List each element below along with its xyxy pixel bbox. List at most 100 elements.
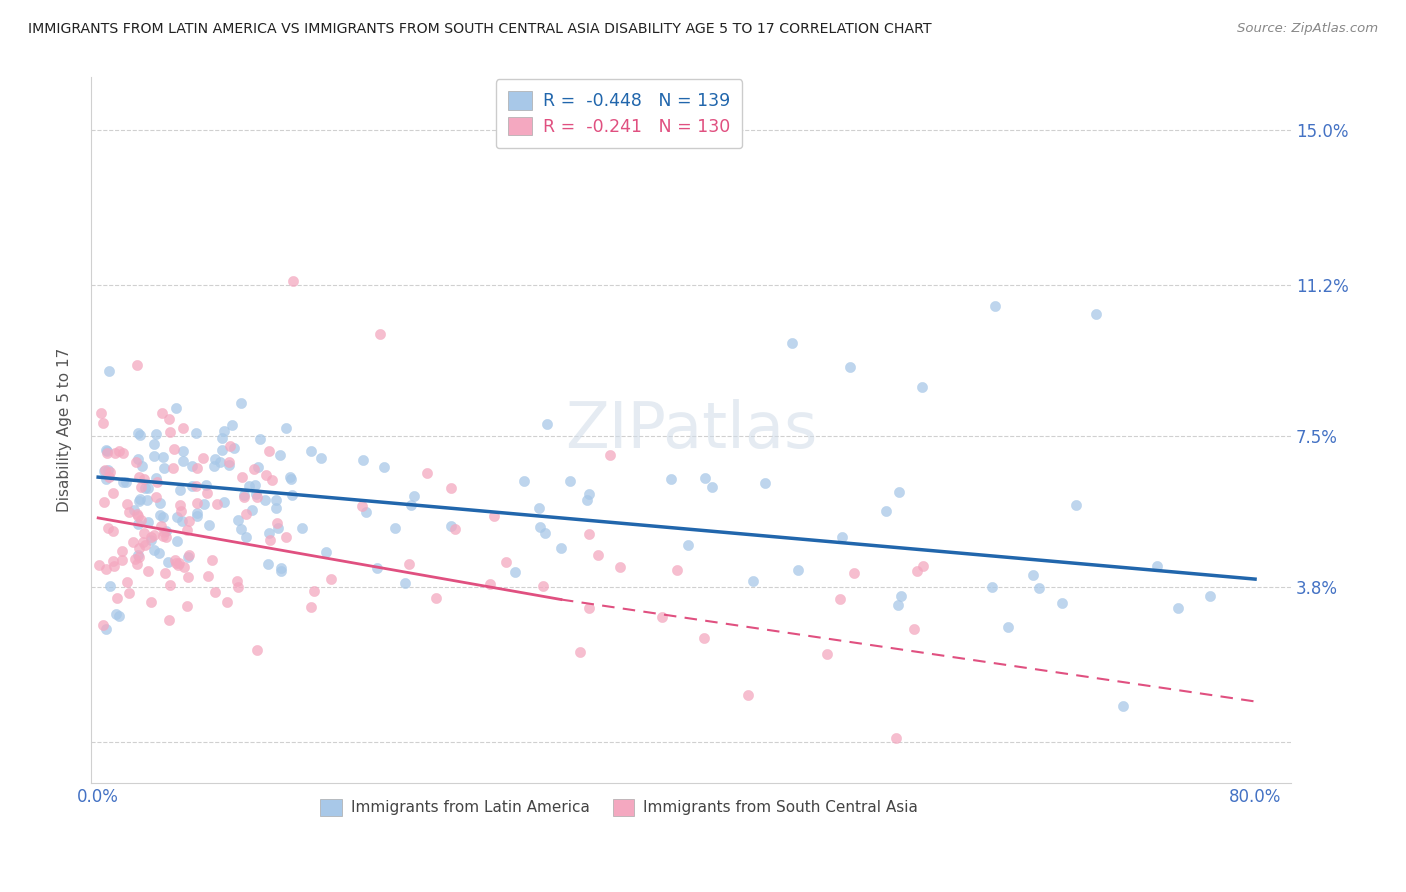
Point [105, 591, 128, 606]
Point [143, 436, 166, 450]
Point [172, 421, 194, 435]
Point [280, 488, 302, 502]
Y-axis label: Disability Age 5 to 17: Disability Age 5 to 17 [58, 348, 72, 512]
Text: ZIPatlas: ZIPatlas [565, 400, 817, 461]
Point [1028, 581, 1050, 595]
Point [1050, 596, 1073, 610]
Point [159, 425, 181, 440]
Point [609, 559, 631, 574]
Point [529, 501, 551, 516]
Point [125, 557, 148, 571]
Point [782, 335, 804, 350]
Point [269, 448, 291, 462]
Point [354, 506, 377, 520]
Point [695, 471, 717, 485]
Point [155, 524, 177, 539]
Point [172, 454, 194, 468]
Point [291, 521, 314, 535]
Point [167, 556, 190, 570]
Point [218, 439, 240, 453]
Point [134, 472, 156, 486]
Point [103, 559, 125, 574]
Point [159, 578, 181, 592]
Point [266, 516, 288, 531]
Point [651, 609, 673, 624]
Point [145, 471, 167, 485]
Point [134, 538, 156, 552]
Point [166, 510, 188, 524]
Point [666, 563, 689, 577]
Point [127, 508, 149, 523]
Point [145, 475, 167, 490]
Point [204, 584, 226, 599]
Point [233, 490, 256, 504]
Point [373, 459, 395, 474]
Point [299, 444, 322, 458]
Point [186, 507, 208, 521]
Point [283, 274, 305, 288]
Point [136, 492, 159, 507]
Point [91, 618, 114, 632]
Point [103, 554, 125, 568]
Point [401, 498, 423, 512]
Point [118, 505, 141, 519]
Point [280, 472, 302, 486]
Point [207, 497, 229, 511]
Point [529, 520, 551, 534]
Point [124, 552, 146, 566]
Point [267, 521, 290, 535]
Point [149, 496, 172, 510]
Point [311, 451, 333, 466]
Point [165, 401, 187, 416]
Point [247, 460, 270, 475]
Point [238, 479, 260, 493]
Point [180, 458, 202, 473]
Point [226, 512, 249, 526]
Point [149, 518, 172, 533]
Point [240, 503, 263, 517]
Point [166, 533, 188, 548]
Point [98, 465, 121, 479]
Point [440, 481, 463, 495]
Point [172, 444, 194, 458]
Point [97, 470, 120, 484]
Point [875, 504, 897, 518]
Point [218, 454, 240, 468]
Point [96, 444, 118, 458]
Point [204, 451, 226, 466]
Point [152, 528, 174, 542]
Point [118, 586, 141, 600]
Point [169, 483, 191, 497]
Point [416, 466, 439, 480]
Point [1066, 499, 1088, 513]
Point [170, 504, 193, 518]
Point [127, 359, 149, 373]
Point [166, 558, 188, 573]
Point [211, 442, 233, 457]
Point [586, 549, 609, 563]
Point [505, 565, 527, 579]
Point [176, 599, 198, 614]
Point [132, 526, 155, 541]
Point [226, 581, 249, 595]
Point [599, 448, 621, 462]
Text: Source: ZipAtlas.com: Source: ZipAtlas.com [1237, 22, 1378, 36]
Point [550, 541, 572, 556]
Point [114, 475, 136, 490]
Point [97, 463, 120, 477]
Point [141, 530, 163, 544]
Point [911, 559, 934, 574]
Point [127, 516, 149, 531]
Point [193, 497, 215, 511]
Point [215, 595, 238, 609]
Point [257, 443, 280, 458]
Point [122, 502, 145, 516]
Point [127, 548, 149, 562]
Point [1085, 307, 1108, 321]
Point [754, 476, 776, 491]
Point [233, 488, 256, 502]
Point [578, 486, 600, 500]
Point [568, 645, 591, 659]
Point [125, 455, 148, 469]
Point [444, 522, 467, 536]
